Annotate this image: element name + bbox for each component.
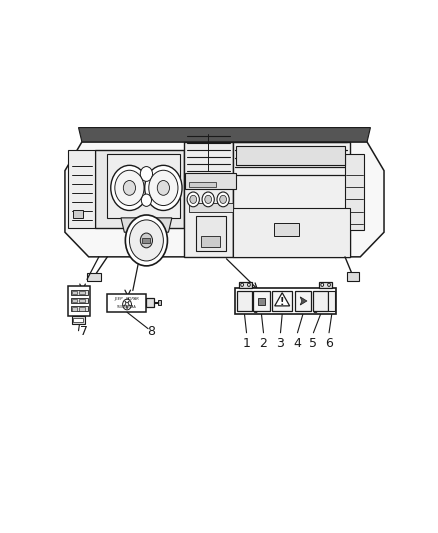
Bar bbox=[79, 307, 85, 311]
Circle shape bbox=[130, 220, 163, 261]
Bar bbox=[237, 146, 345, 165]
Circle shape bbox=[202, 192, 214, 207]
Text: 6: 6 bbox=[325, 337, 333, 350]
Bar bbox=[185, 173, 237, 189]
Bar bbox=[184, 142, 233, 257]
Circle shape bbox=[205, 195, 212, 204]
Bar bbox=[87, 273, 101, 281]
Text: 56046132AA: 56046132AA bbox=[117, 305, 137, 309]
Bar bbox=[95, 150, 184, 228]
Bar bbox=[71, 298, 88, 303]
Circle shape bbox=[123, 299, 131, 310]
Bar bbox=[328, 291, 335, 311]
Polygon shape bbox=[78, 127, 371, 142]
Circle shape bbox=[124, 181, 135, 195]
Text: !: ! bbox=[280, 297, 284, 307]
Circle shape bbox=[140, 166, 152, 181]
Polygon shape bbox=[65, 142, 384, 257]
Bar bbox=[345, 154, 364, 230]
Circle shape bbox=[328, 283, 330, 286]
Circle shape bbox=[220, 195, 226, 204]
Text: JEEP: JEEP bbox=[115, 297, 124, 301]
Bar bbox=[72, 290, 77, 294]
Bar bbox=[107, 154, 180, 218]
Bar bbox=[71, 306, 88, 311]
Text: 8: 8 bbox=[148, 325, 155, 337]
Bar bbox=[189, 204, 233, 212]
Circle shape bbox=[125, 215, 167, 266]
Circle shape bbox=[241, 283, 244, 286]
Bar bbox=[74, 318, 83, 322]
Bar bbox=[201, 236, 220, 247]
Polygon shape bbox=[300, 297, 307, 305]
Circle shape bbox=[247, 283, 250, 286]
Bar bbox=[233, 207, 350, 257]
Circle shape bbox=[140, 233, 152, 248]
Bar bbox=[196, 216, 226, 251]
Bar bbox=[253, 291, 270, 311]
Bar bbox=[71, 290, 88, 295]
Text: 7: 7 bbox=[80, 325, 88, 337]
Bar bbox=[72, 316, 85, 324]
Bar bbox=[72, 307, 77, 311]
Bar bbox=[237, 291, 251, 311]
Bar bbox=[258, 298, 265, 305]
Text: 1: 1 bbox=[243, 337, 251, 350]
Circle shape bbox=[321, 283, 324, 286]
Text: 5: 5 bbox=[309, 337, 318, 350]
Text: 2: 2 bbox=[260, 337, 268, 350]
Bar bbox=[68, 286, 90, 317]
Bar bbox=[68, 150, 95, 228]
Circle shape bbox=[115, 170, 144, 206]
Text: 4: 4 bbox=[293, 337, 301, 350]
Bar bbox=[146, 298, 154, 308]
Circle shape bbox=[254, 308, 258, 313]
Bar bbox=[272, 291, 292, 311]
Bar bbox=[74, 211, 83, 218]
Bar bbox=[189, 182, 216, 187]
Bar bbox=[79, 290, 85, 294]
Polygon shape bbox=[275, 293, 290, 306]
Text: 3: 3 bbox=[276, 337, 284, 350]
Circle shape bbox=[149, 170, 178, 206]
Bar bbox=[142, 238, 151, 243]
Circle shape bbox=[145, 165, 182, 211]
Bar bbox=[79, 298, 85, 302]
Bar bbox=[295, 291, 311, 311]
Circle shape bbox=[141, 194, 152, 206]
Circle shape bbox=[217, 192, 229, 207]
Bar bbox=[319, 282, 332, 288]
Circle shape bbox=[111, 165, 148, 211]
Bar bbox=[235, 288, 336, 314]
Polygon shape bbox=[121, 218, 172, 232]
Bar bbox=[314, 291, 328, 311]
Bar bbox=[274, 223, 299, 236]
Circle shape bbox=[190, 195, 197, 204]
Circle shape bbox=[314, 308, 318, 313]
Text: MOPAR: MOPAR bbox=[126, 297, 140, 301]
Bar bbox=[158, 301, 161, 305]
Bar bbox=[107, 294, 146, 312]
Bar bbox=[347, 272, 359, 281]
Circle shape bbox=[187, 192, 199, 207]
Circle shape bbox=[157, 181, 170, 195]
Bar bbox=[72, 298, 77, 302]
Bar bbox=[239, 282, 252, 288]
Bar bbox=[233, 142, 350, 257]
